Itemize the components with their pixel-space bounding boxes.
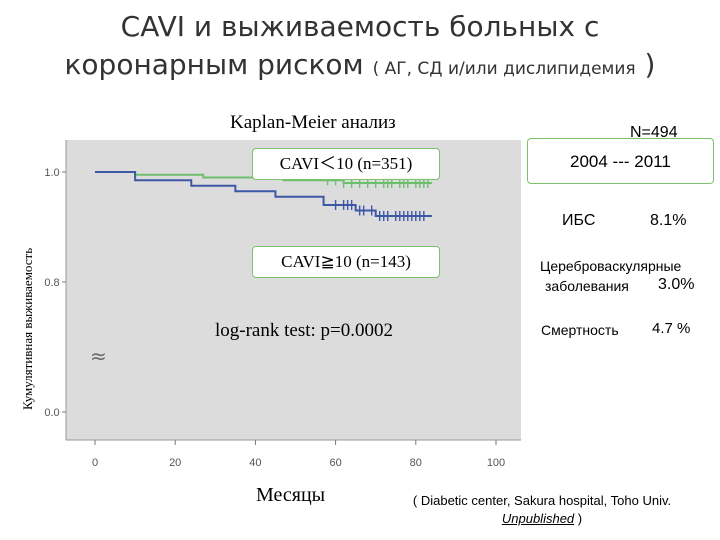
cvd-label-1: Цереброваскулярные [540, 258, 682, 274]
ihd-value: 8.1% [650, 212, 687, 229]
legend-high-cavi: CAVI≧10 (n=143) [252, 246, 440, 278]
x-tick-label: 20 [169, 457, 181, 469]
mortality-label: Смертность [541, 322, 619, 338]
axis-break-icon: ≈ [90, 344, 107, 368]
legend-low-cavi: CAVI＜10 (n=351) [252, 148, 440, 180]
mortality-value: 4.7 % [652, 320, 691, 337]
x-axis-label: Месяцы [256, 484, 326, 506]
title-line-2: коронарным риском ( АГ, СД и/или дислипи… [0, 46, 720, 88]
cvd-value: 3.0% [658, 276, 695, 293]
source-line-2: Unpublished ) [372, 510, 712, 528]
y-tick-label: 0.0 [44, 407, 59, 419]
source-line-1: ( Diabetic center, Sakura hospital, Toho… [412, 493, 672, 508]
plot-area [66, 140, 521, 440]
slide-title: CAVI и выживаемость больных с коронарным… [0, 8, 720, 88]
x-tick-label: 80 [410, 457, 422, 469]
logrank-test: log-rank test: p=0.0002 [215, 320, 393, 342]
y-tick-label: 1.0 [44, 167, 59, 179]
x-tick-label: 100 [487, 457, 505, 469]
series-layer [95, 171, 432, 221]
title-detail: ( АГ, СД и/или дислипидемия [372, 59, 636, 79]
x-tick-label: 0 [92, 457, 98, 469]
title-line-1: CAVI и выживаемость больных с [120, 10, 600, 43]
sample-size: N=494 [630, 124, 678, 141]
y-tick-label: 0.8 [44, 277, 59, 289]
ihd-label: ИБС [562, 212, 596, 229]
title-main: коронарным риском [64, 48, 364, 81]
cvd-label-2: заболевания [545, 278, 629, 294]
x-tick-label: 40 [249, 457, 261, 469]
period-box [527, 138, 714, 184]
chart-title: Kaplan-Meier анализ [230, 112, 396, 133]
title-close-paren: ) [644, 48, 656, 81]
axes: 0.0 0.8 1.0 0 20 40 60 80 100 [44, 140, 521, 469]
source-close: ) [577, 511, 583, 526]
x-tick-label: 60 [329, 457, 341, 469]
source-unpublished: Unpublished [501, 511, 575, 526]
study-period: 2004 --- 2011 [570, 152, 671, 171]
source-note: ( Diabetic center, Sakura hospital, Toho… [372, 492, 712, 528]
